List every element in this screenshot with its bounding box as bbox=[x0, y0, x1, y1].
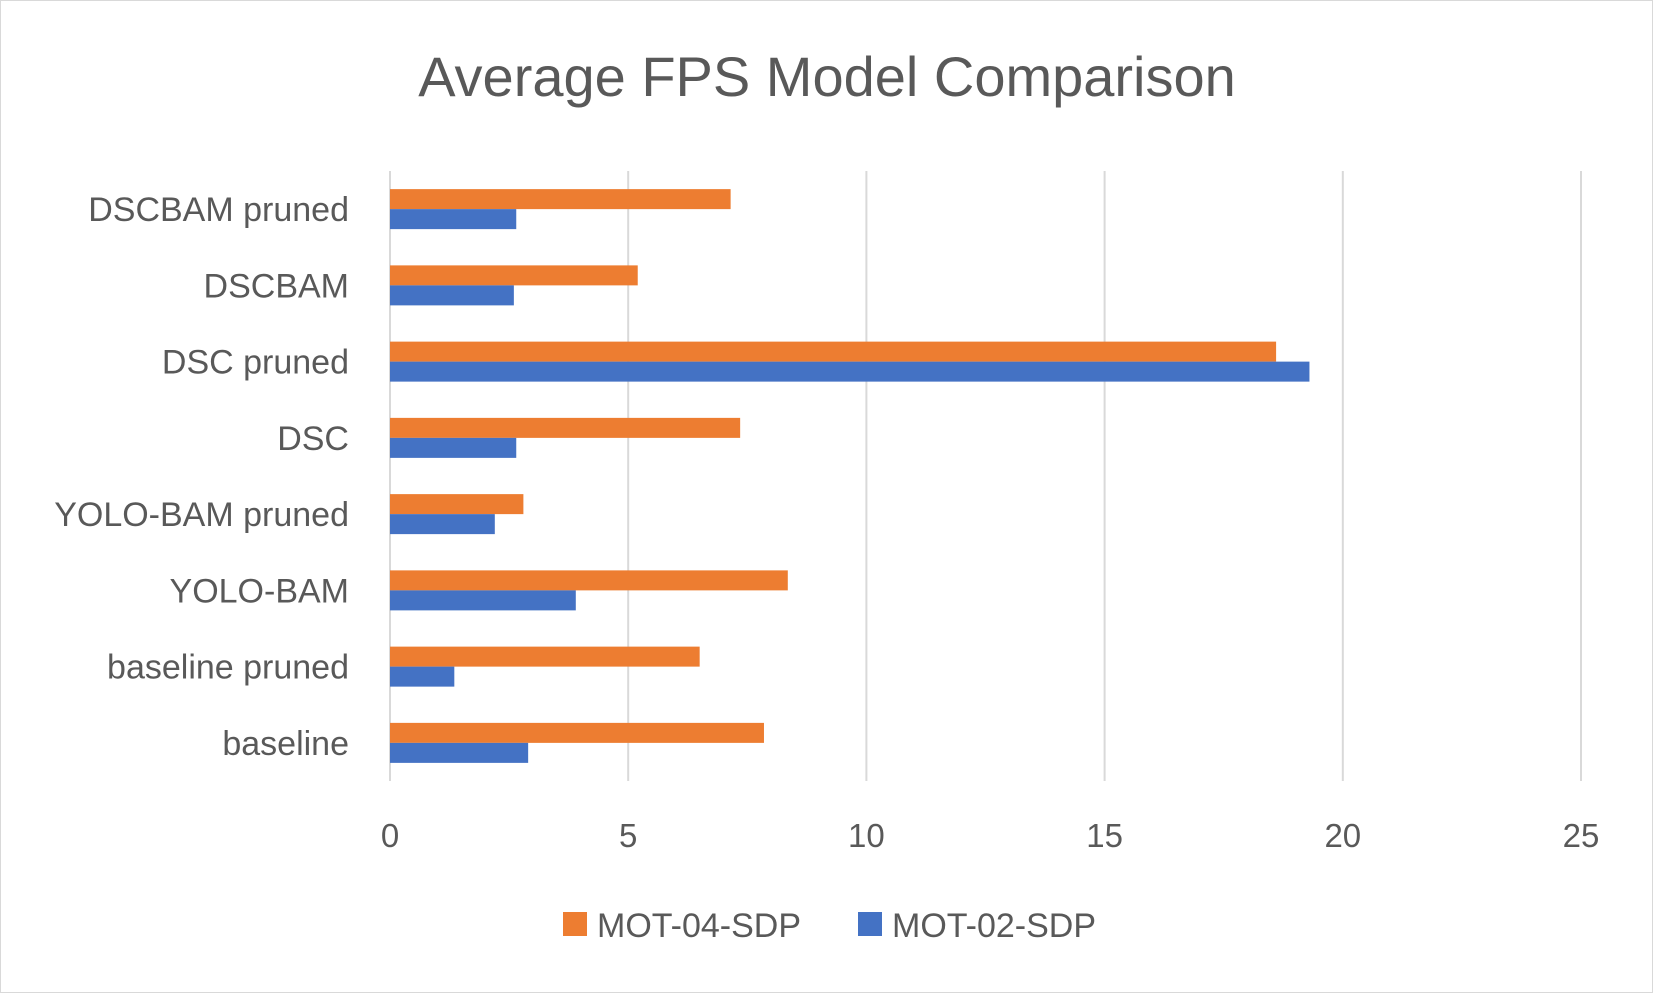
bar-mot-02-sdp bbox=[390, 742, 529, 763]
category-label: DSC bbox=[277, 420, 349, 458]
category-label: baseline bbox=[222, 725, 349, 763]
x-tick-label: 10 bbox=[848, 817, 885, 854]
bar-mot-04-sdp bbox=[390, 570, 788, 591]
bar-mot-02-sdp bbox=[390, 666, 455, 687]
legend-swatch-mot-04-sdp bbox=[563, 912, 587, 936]
category-label: DSCBAM pruned bbox=[88, 191, 349, 229]
x-tick-label: 5 bbox=[619, 817, 637, 854]
bar-mot-04-sdp bbox=[390, 646, 700, 667]
bar-mot-02-sdp bbox=[390, 361, 1310, 382]
category-label: YOLO-BAM pruned bbox=[54, 496, 349, 534]
category-label: DSC pruned bbox=[162, 344, 349, 382]
bars bbox=[390, 189, 1310, 763]
x-tick-label: 25 bbox=[1563, 817, 1600, 854]
x-tick-label: 20 bbox=[1324, 817, 1361, 854]
legend-label-mot-02-sdp: MOT-02-SDP bbox=[892, 907, 1096, 945]
bar-mot-04-sdp bbox=[390, 722, 764, 743]
bar-mot-04-sdp bbox=[390, 417, 741, 438]
bar-mot-02-sdp bbox=[390, 514, 495, 535]
chart-title: Average FPS Model Comparison bbox=[418, 45, 1236, 108]
category-label: DSCBAM bbox=[204, 267, 349, 305]
category-labels: baseline baseline pruned YOLO-BAM YOLO-BAM … bbox=[54, 191, 349, 763]
bar-mot-04-sdp bbox=[390, 265, 638, 286]
x-tick-label: 15 bbox=[1086, 817, 1123, 854]
legend: MOT-04-SDP MOT-02-SDP bbox=[563, 907, 1096, 945]
x-tick-label: 0 bbox=[381, 817, 399, 854]
bar-mot-02-sdp bbox=[390, 437, 517, 458]
bar-mot-04-sdp bbox=[390, 189, 731, 210]
bar-mot-02-sdp bbox=[390, 590, 576, 611]
gridlines bbox=[389, 171, 1582, 781]
bar-mot-02-sdp bbox=[390, 285, 514, 306]
category-label: baseline pruned bbox=[107, 649, 349, 687]
bar-mot-04-sdp bbox=[390, 341, 1277, 362]
category-label: YOLO-BAM bbox=[170, 572, 349, 610]
legend-label-mot-04-sdp: MOT-04-SDP bbox=[597, 907, 801, 945]
bar-mot-02-sdp bbox=[390, 209, 517, 230]
legend-swatch-mot-02-sdp bbox=[858, 912, 882, 936]
bar-mot-04-sdp bbox=[390, 494, 524, 515]
x-tick-labels: 0 5 10 15 20 25 bbox=[381, 817, 1600, 854]
